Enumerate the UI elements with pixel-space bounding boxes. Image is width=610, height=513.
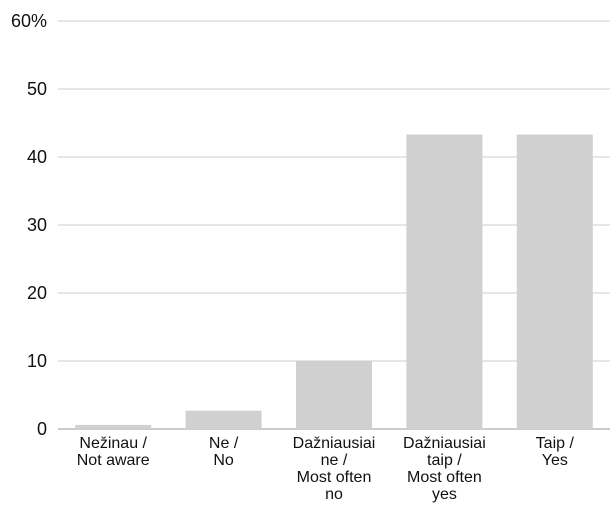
bar bbox=[406, 134, 483, 429]
x-tick-label-line: Taip / bbox=[536, 435, 575, 452]
x-tick-label-line: no bbox=[325, 486, 343, 503]
x-tick-label-line: ne / bbox=[321, 452, 348, 469]
x-tick-label: Nežinau / Not aware bbox=[77, 435, 150, 469]
x-tick-label: Taip / Yes bbox=[536, 435, 575, 469]
y-tick-label: 0 bbox=[37, 419, 47, 439]
bar bbox=[185, 410, 262, 429]
x-tick-label-line: Ne / bbox=[209, 435, 239, 452]
y-axis-ticks: 0 10 20 30 40 50 60% bbox=[11, 11, 47, 439]
x-tick-label: Ne / No bbox=[209, 435, 239, 469]
bar bbox=[75, 424, 152, 429]
x-tick-label-line: Most often bbox=[297, 469, 372, 486]
x-tick-label-line: taip / bbox=[427, 452, 462, 469]
x-tick-label-line: Dažniausiai bbox=[293, 435, 376, 452]
y-tick-label: 60% bbox=[11, 11, 47, 31]
y-tick-label: 10 bbox=[27, 351, 47, 371]
x-tick-label-line: Dažniausiai bbox=[403, 435, 486, 452]
x-tick-label-line: Most often bbox=[407, 469, 482, 486]
x-tick-label: Dažniausiai ne / Most often no bbox=[293, 435, 376, 503]
y-tick-label: 50 bbox=[27, 79, 47, 99]
x-tick-label-line: Yes bbox=[542, 452, 568, 469]
x-tick-label-line: Nežinau / bbox=[79, 435, 147, 452]
x-tick-label: Dažniausiai taip / Most often yes bbox=[403, 435, 486, 503]
x-tick-label-line: Not aware bbox=[77, 452, 150, 469]
bar bbox=[296, 361, 372, 429]
bar bbox=[516, 134, 593, 429]
x-tick-label-line: yes bbox=[432, 486, 457, 503]
y-tick-label: 40 bbox=[27, 147, 47, 167]
x-tick-label-line: No bbox=[213, 452, 234, 469]
gridlines bbox=[58, 20, 610, 430]
y-tick-label: 30 bbox=[27, 215, 47, 235]
y-tick-label: 20 bbox=[27, 283, 47, 303]
bars bbox=[75, 134, 593, 429]
